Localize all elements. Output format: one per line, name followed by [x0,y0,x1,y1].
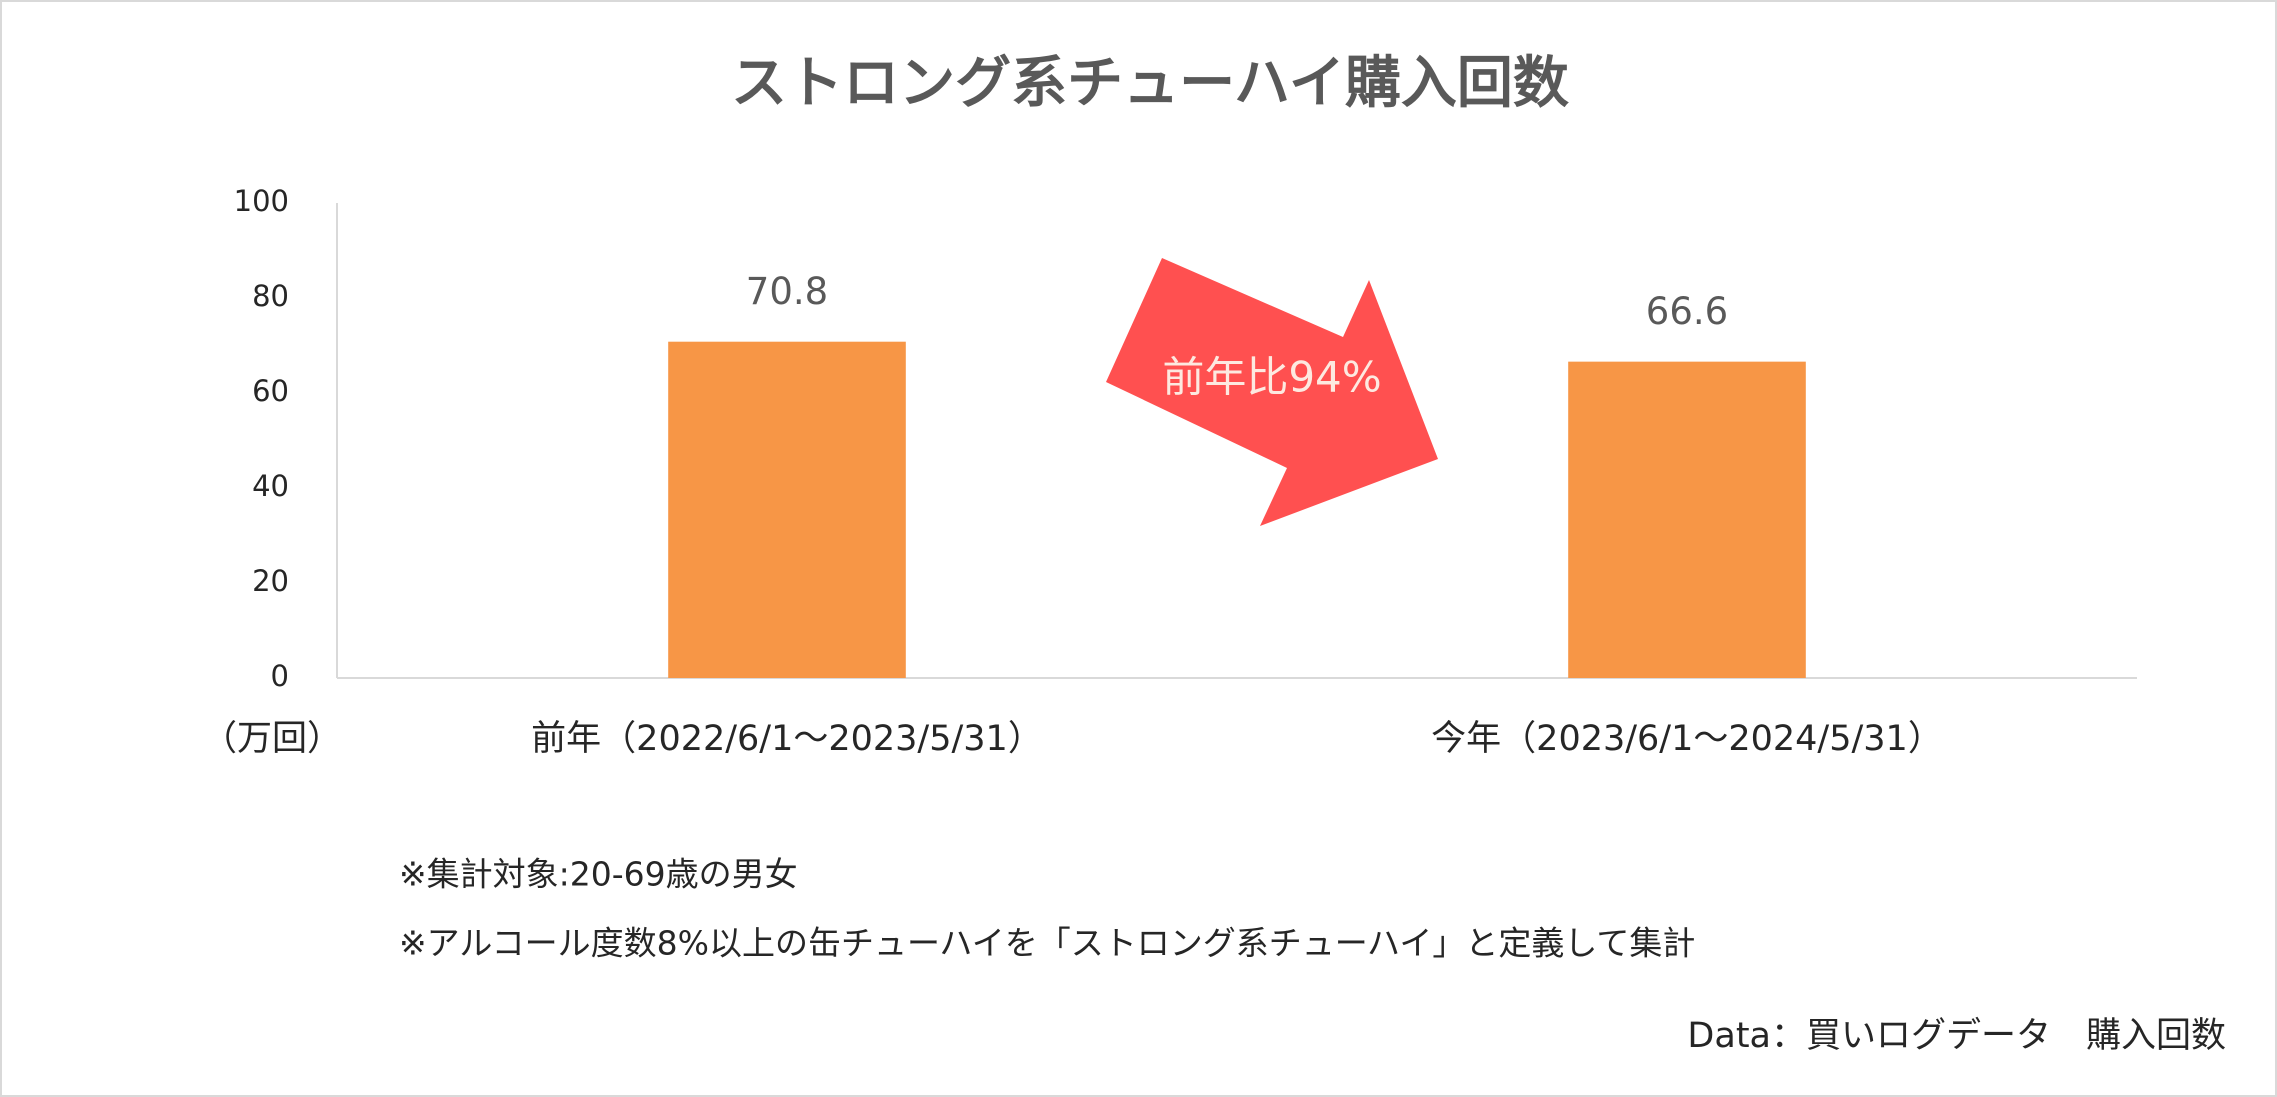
y-tick-label: 60 [252,374,289,408]
y-tick-label: 80 [252,279,289,313]
annotation: 前年比94% [1162,353,1381,402]
y-tick-label: 0 [271,659,289,693]
data-label: 66.6 [1646,290,1728,333]
x-tick-label: 今年（2023/6/1～2024/5/31） [1431,719,1943,759]
arrow [1106,258,1438,526]
y-tick-label: 20 [252,564,289,598]
x-tick-label: 前年（2022/6/1～2023/5/31） [531,719,1043,759]
note: ※集計対象:20-69歳の男女 [399,855,798,894]
note: ※アルコール度数8%以上の缶チューハイを「ストロング系チューハイ」と定義して集計 [399,924,1695,963]
bar [668,341,906,678]
data-label: 70.8 [746,270,828,313]
bar [1568,361,1806,678]
chart-title: ストロング系チューハイ購入回数 [731,51,1569,116]
y-tick-label: 100 [234,184,289,218]
source: Data：買いログデータ 購入回数 [1687,1016,2226,1056]
y-tick-label: 40 [252,469,289,503]
unit-label: （万回） [202,719,342,759]
